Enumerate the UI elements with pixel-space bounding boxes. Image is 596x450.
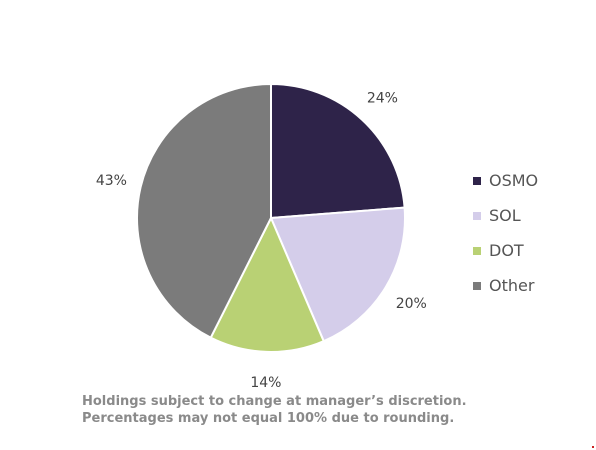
chart-legend: OSMO SOL DOT Other bbox=[473, 163, 538, 303]
legend-swatch-dot bbox=[473, 246, 481, 255]
legend-label-dot: DOT bbox=[489, 240, 524, 260]
legend-label-osmo: OSMO bbox=[489, 170, 539, 190]
legend-item-sol: SOL bbox=[473, 198, 538, 233]
legend-item-osmo: OSMO bbox=[473, 163, 538, 198]
legend-label-other: Other bbox=[489, 275, 535, 295]
legend-swatch-osmo bbox=[473, 176, 481, 185]
pie-slice-sol bbox=[270, 206, 406, 343]
pie-slice-osmo bbox=[270, 83, 406, 219]
legend-swatch-sol bbox=[473, 211, 481, 220]
pie-slice-dot bbox=[209, 217, 325, 353]
slice-label-osmo: 24% bbox=[367, 91, 398, 107]
slice-label-other: 43% bbox=[96, 173, 127, 189]
footnote-disclaimer: Holdings subject to change at manager’s … bbox=[82, 394, 467, 426]
pie-labels: 24% 20% 14% 43% bbox=[96, 91, 427, 391]
corner-dot bbox=[592, 446, 594, 448]
legend-label-sol: SOL bbox=[489, 205, 521, 225]
slice-label-dot: 14% bbox=[250, 375, 281, 391]
pie-slices bbox=[136, 83, 406, 353]
pie-slice-other bbox=[136, 83, 272, 339]
legend-item-dot: DOT bbox=[473, 233, 538, 268]
legend-item-other: Other bbox=[473, 268, 538, 303]
slice-label-sol: 20% bbox=[396, 296, 427, 312]
legend-swatch-other bbox=[473, 281, 481, 290]
